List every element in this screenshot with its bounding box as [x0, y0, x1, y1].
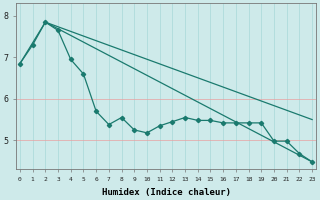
X-axis label: Humidex (Indice chaleur): Humidex (Indice chaleur)	[101, 188, 230, 197]
